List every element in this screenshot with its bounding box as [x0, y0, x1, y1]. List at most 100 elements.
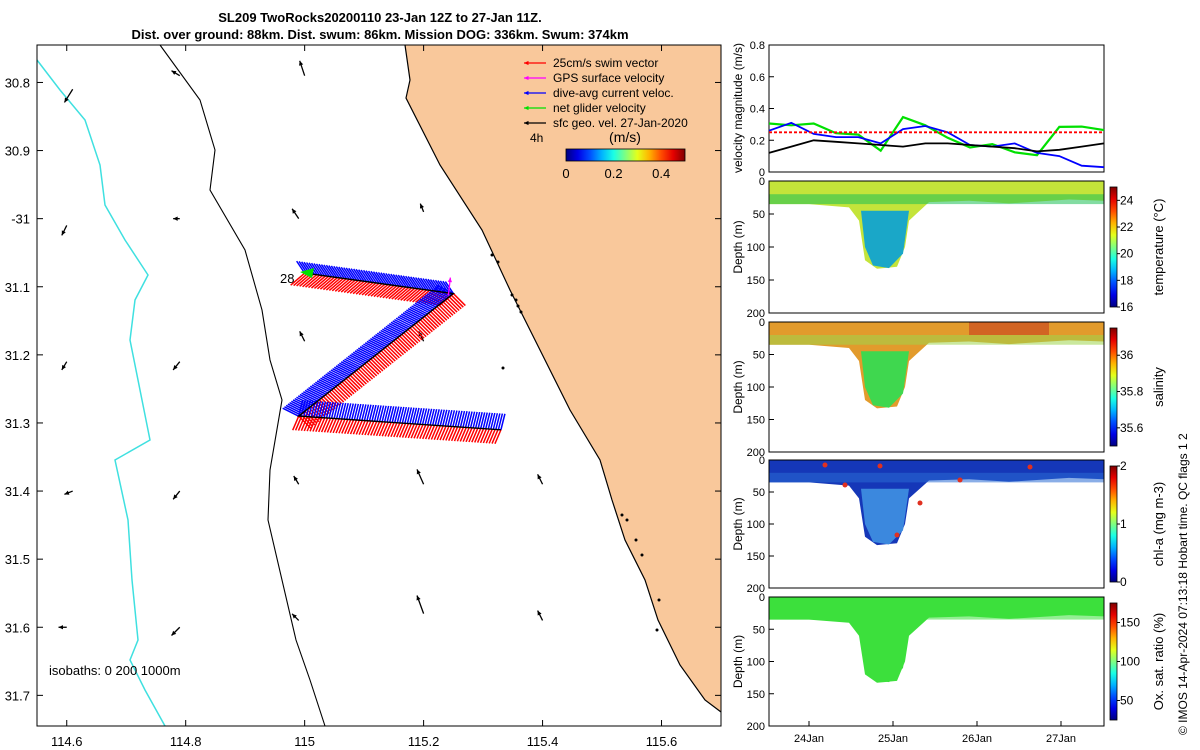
chlorophyll-mixed-layer: [769, 472, 1104, 483]
dive-avg-vector: [313, 382, 330, 393]
geo-velocity-arrow-head: [173, 365, 178, 370]
legend-arrow-head: [524, 75, 529, 81]
swim-vector: [313, 275, 329, 289]
swim-vector: [386, 345, 400, 359]
swim-vector: [312, 417, 320, 432]
swim-vector: [322, 277, 338, 291]
dive-avg-vector: [411, 407, 418, 424]
dive-avg-vector: [365, 270, 375, 284]
dive-avg-vector: [345, 357, 363, 367]
time-x-tick-label: 26Jan: [962, 733, 992, 745]
dive-avg-vector: [424, 278, 435, 292]
swim-vector: [401, 333, 415, 347]
swim-vector: [331, 389, 345, 403]
legend-arrow: [524, 90, 546, 96]
dive-avg-vector: [399, 406, 405, 424]
temperature-y-tick-label: 150: [747, 275, 765, 287]
oxygen-cbar-tick-label: 100: [1120, 655, 1140, 669]
imos-credit-note: © IMOS 14-Apr-2024 07:13:18 Hobart time.…: [1176, 433, 1190, 735]
dive-avg-vector: [434, 409, 440, 426]
geo-velocity-arrow-head: [173, 494, 178, 500]
swim-vector: [294, 416, 303, 431]
swim-vector: [427, 424, 436, 440]
swim-vector: [438, 304, 452, 318]
dive-avg-vector: [404, 310, 422, 321]
swim-vector: [488, 429, 496, 444]
swim-vector: [444, 299, 458, 313]
dive-avg-vector: [301, 392, 318, 402]
swim-vector: [445, 426, 453, 441]
swim-vector: [471, 427, 479, 443]
dive-avg-vector: [302, 391, 320, 401]
map-y-tick-label: 31.3: [5, 416, 30, 431]
dive-avg-vector: [406, 309, 423, 319]
velocity-y-tick-label: 0.8: [750, 40, 765, 52]
dive-avg-vector: [357, 269, 368, 283]
dive-avg-vector: [412, 303, 430, 314]
dive-avg-vector: [338, 402, 344, 420]
dive-avg-vector: [332, 367, 349, 378]
swim-vector: [388, 343, 402, 357]
salinity-cbar-tick-label: 35.6: [1120, 421, 1144, 435]
geo-velocity-arrow-head: [416, 469, 421, 475]
dive-avg-vector: [431, 408, 438, 426]
swim-vector: [376, 353, 390, 367]
dive-avg-vector: [409, 407, 415, 424]
dive-avg-vector: [452, 410, 458, 427]
dive-avg-vector: [366, 404, 372, 421]
swim-vector: [448, 296, 462, 310]
dive-avg-vector: [284, 406, 301, 416]
dive-avg-vector: [297, 395, 315, 405]
swim-vector: [329, 391, 343, 405]
swim-vector: [413, 424, 421, 439]
dive-avg-vector: [353, 268, 363, 282]
chlorophyll-colorbar: [1109, 465, 1118, 583]
dive-avg-vector: [382, 328, 399, 338]
island-dot: [501, 366, 505, 370]
swim-vector: [353, 371, 367, 385]
swim-vector: [345, 378, 359, 392]
chlorophyll-y-tick-label: 50: [753, 487, 765, 499]
swim-vector: [416, 424, 424, 439]
velocity-y-tick-label: 0.2: [750, 135, 765, 147]
dive-avg-vector: [346, 403, 352, 420]
oxygen-mixed-layer: [769, 609, 1104, 620]
dive-avg-vector: [444, 409, 451, 427]
dive-avg-vector: [343, 403, 349, 420]
swim-vector: [306, 416, 314, 432]
swim-vector: [372, 421, 381, 436]
dive-avg-vector: [430, 290, 447, 300]
dive-avg-vector: [417, 277, 427, 291]
swim-vector: [335, 386, 349, 400]
island-dot: [496, 260, 500, 264]
chlorophyll-colorbar-label: chl-a (mg m-3): [1151, 482, 1166, 567]
swim-vector: [368, 360, 382, 374]
map-y-tick-label: 30.8: [5, 75, 30, 90]
swim-vector: [385, 285, 401, 299]
temperature-cbar-tick-label: 24: [1120, 193, 1134, 207]
swim-vector: [412, 289, 428, 303]
dive-avg-vector: [328, 265, 338, 278]
temperature-y-tick-label: 50: [753, 209, 765, 221]
swim-vector: [292, 415, 300, 431]
chlorophyll-cbar-tick-label: 2: [1120, 459, 1127, 473]
swim-vector: [378, 421, 387, 437]
dive-avg-vector: [482, 412, 488, 429]
velocity-series-line: [768, 121, 1105, 169]
temperature-colorbar-label: temperature (°C): [1151, 199, 1166, 296]
velocity-axes: [768, 44, 1105, 173]
swim-vector: [400, 287, 416, 301]
dive-avg-vector: [432, 279, 442, 293]
dive-avg-vector: [414, 407, 420, 425]
swim-vector: [355, 369, 369, 383]
swim-vector: [375, 421, 384, 437]
temperature-y-tick-label: 0: [759, 176, 765, 188]
geo-velocity-arrow: [299, 331, 306, 342]
dive-avg-vector: [410, 276, 420, 290]
swim-vector: [399, 335, 413, 349]
swim-vector: [319, 276, 335, 290]
dive-avg-vector: [310, 262, 321, 276]
swim-vector: [409, 288, 425, 303]
map-y-tick-label: 31.6: [5, 620, 30, 635]
